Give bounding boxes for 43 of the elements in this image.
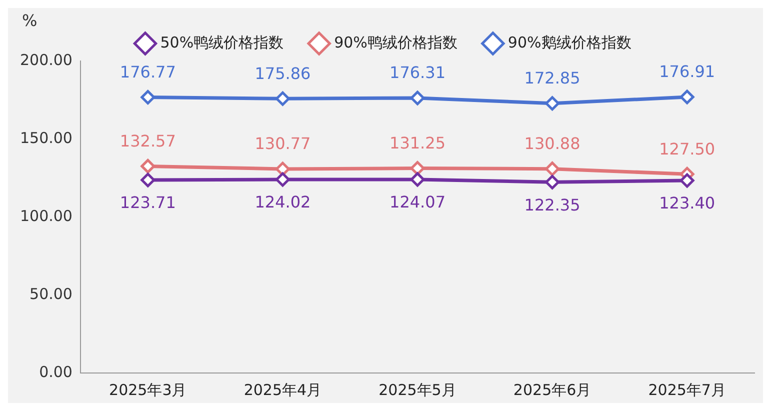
x-tick-label: 2025年6月 xyxy=(513,380,592,399)
data-label: 123.40 xyxy=(659,194,716,213)
point xyxy=(275,172,290,187)
point xyxy=(140,158,156,174)
data-label: 124.07 xyxy=(390,192,446,212)
data-label: 176.31 xyxy=(390,63,446,82)
data-label: 175.86 xyxy=(254,64,311,83)
x-tick-label: 2025年5月 xyxy=(378,380,456,399)
point xyxy=(545,174,560,190)
point xyxy=(545,96,560,111)
data-label: 123.71 xyxy=(120,193,176,212)
legend-label: 90%鸭绒价格指数 xyxy=(334,33,458,52)
point xyxy=(545,162,560,176)
data-label: 122.35 xyxy=(524,195,580,214)
y-tick-label: 150.00 xyxy=(20,128,72,147)
point xyxy=(140,172,156,188)
point xyxy=(275,91,290,106)
x-tick-label: 2025年3月 xyxy=(109,380,187,399)
y-tick-label: 100.00 xyxy=(20,206,72,225)
legend-label: 90%鹅绒价格指数 xyxy=(508,33,632,52)
data-label: 127.50 xyxy=(659,139,716,158)
point xyxy=(410,161,425,176)
point xyxy=(410,90,425,106)
point xyxy=(680,173,694,188)
data-label: 130.88 xyxy=(524,134,580,153)
y-tick-label: 0.00 xyxy=(39,362,72,381)
point xyxy=(410,172,425,187)
data-label: 124.02 xyxy=(254,192,311,212)
point xyxy=(680,90,694,104)
data-label: 132.57 xyxy=(120,131,176,150)
data-label: 176.77 xyxy=(120,62,176,82)
data-label: 176.91 xyxy=(659,62,716,82)
legend-label: 50%鸭绒价格指数 xyxy=(160,33,284,52)
x-tick-label: 2025年7月 xyxy=(648,380,726,399)
x-tick-label: 2025年4月 xyxy=(244,380,322,399)
data-label: 130.77 xyxy=(254,134,311,154)
point xyxy=(275,162,290,176)
data-label: 131.25 xyxy=(390,133,446,152)
data-label: 172.85 xyxy=(524,68,580,88)
y-tick-label: 200.00 xyxy=(20,50,72,69)
y-axis-title: % xyxy=(22,11,38,30)
y-tick-label: 50.00 xyxy=(30,284,72,303)
point xyxy=(140,90,156,104)
